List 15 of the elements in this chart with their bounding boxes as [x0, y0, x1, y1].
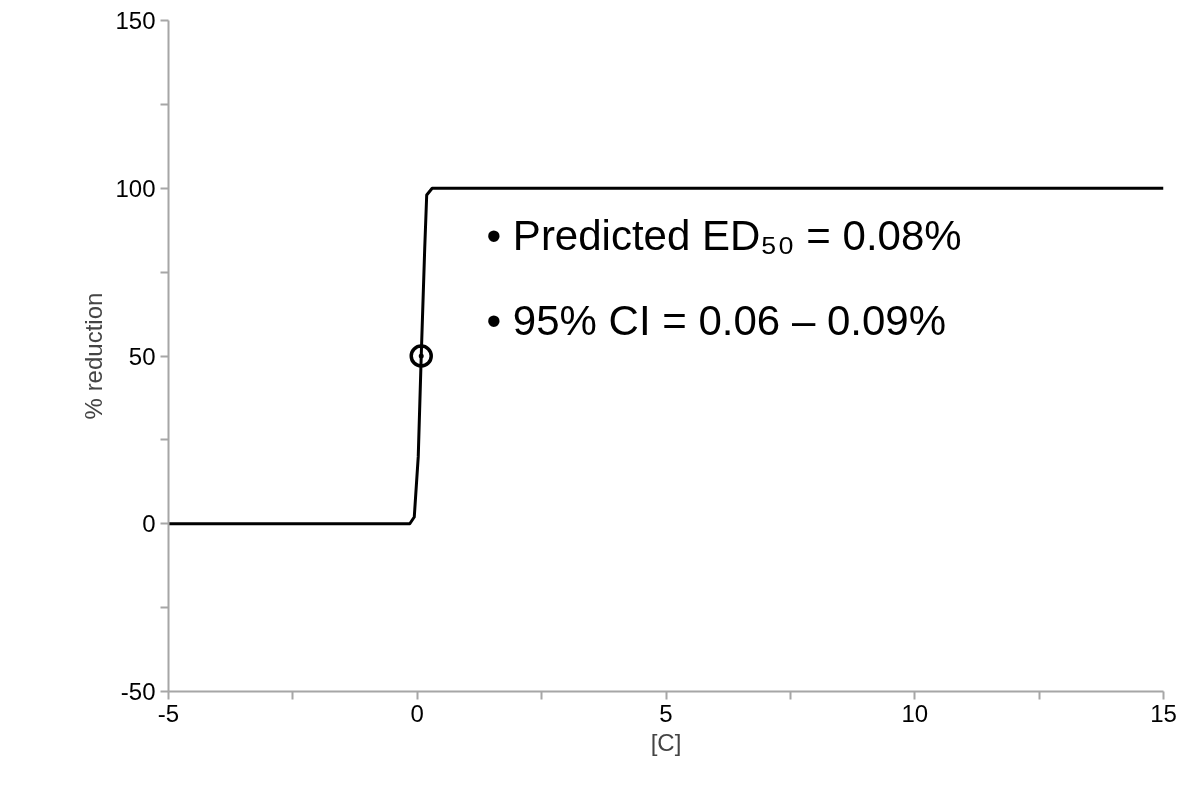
annotation: • Predicted ED₅₀ = 0.08% [486, 212, 962, 259]
y-tick-label: 100 [115, 174, 156, 202]
y-tick-label: 0 [142, 510, 156, 538]
x-tick-label: -5 [157, 699, 180, 727]
y-tick-label: 150 [115, 7, 156, 34]
y-axis-title: % reduction [80, 292, 108, 420]
y-tick-label: -50 [120, 678, 156, 705]
x-tick-label: 5 [659, 699, 673, 727]
x-axis-title: [C] [650, 728, 682, 756]
x-tick-label: 10 [901, 699, 929, 727]
line-series [168, 186, 1164, 526]
annotation: • 95% CI = 0.06 – 0.09% [486, 297, 946, 344]
y-tick-label: 50 [128, 342, 156, 370]
x-tick-label: 0 [410, 699, 424, 727]
x-tick-label: 15 [1150, 699, 1177, 727]
